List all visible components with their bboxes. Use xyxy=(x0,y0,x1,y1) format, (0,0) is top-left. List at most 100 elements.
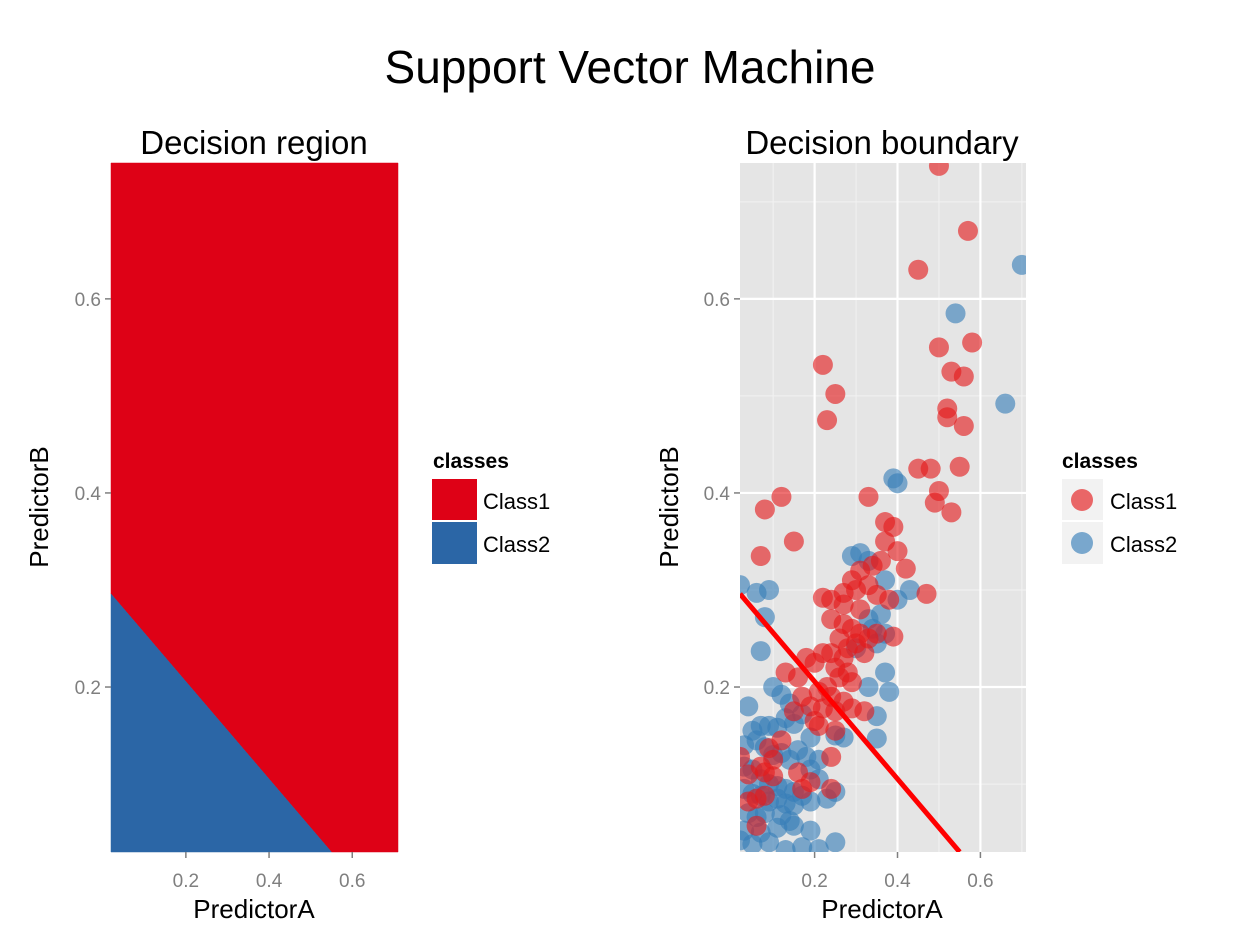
decision-region-legend-title: classes xyxy=(433,450,509,473)
point-class2 xyxy=(879,681,900,702)
point-class1 xyxy=(887,541,908,562)
legend-key-class2 xyxy=(1071,532,1093,554)
point-class1 xyxy=(788,667,809,688)
decision-boundary-y-axis-title: PredictorB xyxy=(654,446,684,567)
decision-boundary-x-axis-title: PredictorA xyxy=(821,894,943,924)
point-class1 xyxy=(883,626,904,647)
point-class1 xyxy=(957,220,978,241)
point-class1 xyxy=(833,594,854,615)
point-class1 xyxy=(937,407,958,428)
legend-label-class2: Class2 xyxy=(1110,532,1177,557)
y-tick-label: 0.4 xyxy=(75,484,102,505)
point-class1 xyxy=(850,599,871,620)
decision-boundary-points xyxy=(740,163,1026,852)
decision-boundary-line-layer xyxy=(740,592,962,852)
main-title: Support Vector Machine xyxy=(385,41,876,93)
legend-label-class1: Class1 xyxy=(1110,489,1177,514)
point-class2 xyxy=(1011,254,1026,275)
point-class1 xyxy=(854,701,875,722)
y-tick-label: 0.2 xyxy=(75,678,101,699)
point-class1 xyxy=(804,652,825,673)
point-class2 xyxy=(887,473,908,494)
y-tick-label: 0.4 xyxy=(704,484,731,505)
decision-region-y-axis: 0.2 0.4 0.6 xyxy=(75,290,111,699)
decision-boundary-x-axis: 0.2 0.4 0.6 xyxy=(801,852,994,892)
decision-region-y-axis-title: PredictorB xyxy=(24,446,54,567)
point-class1 xyxy=(953,415,974,436)
point-class2 xyxy=(740,696,759,717)
point-class2 xyxy=(754,607,775,628)
x-tick-label: 0.2 xyxy=(801,871,827,892)
decision-boundary-legend-title: classes xyxy=(1062,450,1138,473)
point-class2 xyxy=(775,840,796,852)
x-tick-label: 0.2 xyxy=(173,871,199,892)
point-class1 xyxy=(746,815,767,836)
point-class1 xyxy=(841,672,862,693)
point-class2 xyxy=(808,839,829,852)
point-class1 xyxy=(821,778,842,799)
decision-region-legend: classes Class1 Class2 xyxy=(432,450,550,564)
point-class1 xyxy=(763,766,784,787)
point-class1 xyxy=(783,701,804,722)
decision-region-x-axis-title: PredictorA xyxy=(193,894,315,924)
point-class1 xyxy=(883,516,904,537)
y-tick-label: 0.6 xyxy=(75,290,101,311)
point-class1 xyxy=(916,583,937,604)
point-class1 xyxy=(792,686,813,707)
point-class1 xyxy=(858,486,879,507)
point-class1 xyxy=(804,710,825,731)
point-class1 xyxy=(928,163,949,176)
point-class2 xyxy=(866,728,887,749)
point-class1 xyxy=(821,746,842,767)
legend-label-class1: Class1 xyxy=(483,489,550,514)
decision-boundary-title: Decision boundary xyxy=(745,124,1019,161)
point-class2 xyxy=(825,832,846,852)
point-class2 xyxy=(783,815,804,836)
legend-key-class2 xyxy=(432,522,477,564)
point-class2 xyxy=(742,834,763,852)
x-tick-label: 0.4 xyxy=(256,871,283,892)
point-class2 xyxy=(875,570,896,591)
point-class2 xyxy=(792,837,813,852)
point-class1 xyxy=(928,337,949,358)
point-class1 xyxy=(771,486,792,507)
decision-boundary-y-axis: 0.2 0.4 0.6 xyxy=(704,290,740,699)
point-class1 xyxy=(953,366,974,387)
point-class1 xyxy=(812,354,833,375)
point-class2 xyxy=(875,662,896,683)
point-class1 xyxy=(895,558,916,579)
point-class1 xyxy=(750,546,771,567)
point-class1 xyxy=(920,458,941,479)
region-class2 xyxy=(110,593,332,853)
point-class1 xyxy=(941,502,962,523)
decision-region-panel: Decision region 0.2 0.4 0.6 0.2 0.4 0.6 Pred… xyxy=(24,124,550,924)
point-class1 xyxy=(825,383,846,404)
legend-label-class2: Class2 xyxy=(483,532,550,557)
decision-region-x-axis: 0.2 0.4 0.6 xyxy=(173,852,365,892)
point-class1 xyxy=(879,589,900,610)
point-class1 xyxy=(754,499,775,520)
y-tick-label: 0.2 xyxy=(704,678,730,699)
y-tick-label: 0.6 xyxy=(704,290,730,311)
x-tick-label: 0.6 xyxy=(339,871,365,892)
point-class2 xyxy=(759,579,780,600)
point-class2 xyxy=(995,393,1016,414)
point-class1 xyxy=(962,332,983,353)
decision-boundary-line xyxy=(740,592,962,852)
x-tick-label: 0.4 xyxy=(884,871,911,892)
point-class1 xyxy=(854,643,875,664)
point-class1 xyxy=(949,456,970,477)
legend-key-class1 xyxy=(432,479,477,520)
point-class1 xyxy=(866,623,887,644)
point-class2 xyxy=(767,817,788,838)
x-tick-label: 0.6 xyxy=(967,871,993,892)
point-class2 xyxy=(945,303,966,324)
point-class1 xyxy=(754,785,775,806)
legend-key-class1 xyxy=(1071,489,1093,511)
point-class1 xyxy=(817,410,838,431)
point-class1 xyxy=(825,720,846,741)
point-class1 xyxy=(908,259,929,280)
decision-boundary-panel: Decision boundary 0.2 0.4 0.6 0.2 0.4 0.6 Pr… xyxy=(654,124,1177,924)
point-class2 xyxy=(750,641,771,662)
